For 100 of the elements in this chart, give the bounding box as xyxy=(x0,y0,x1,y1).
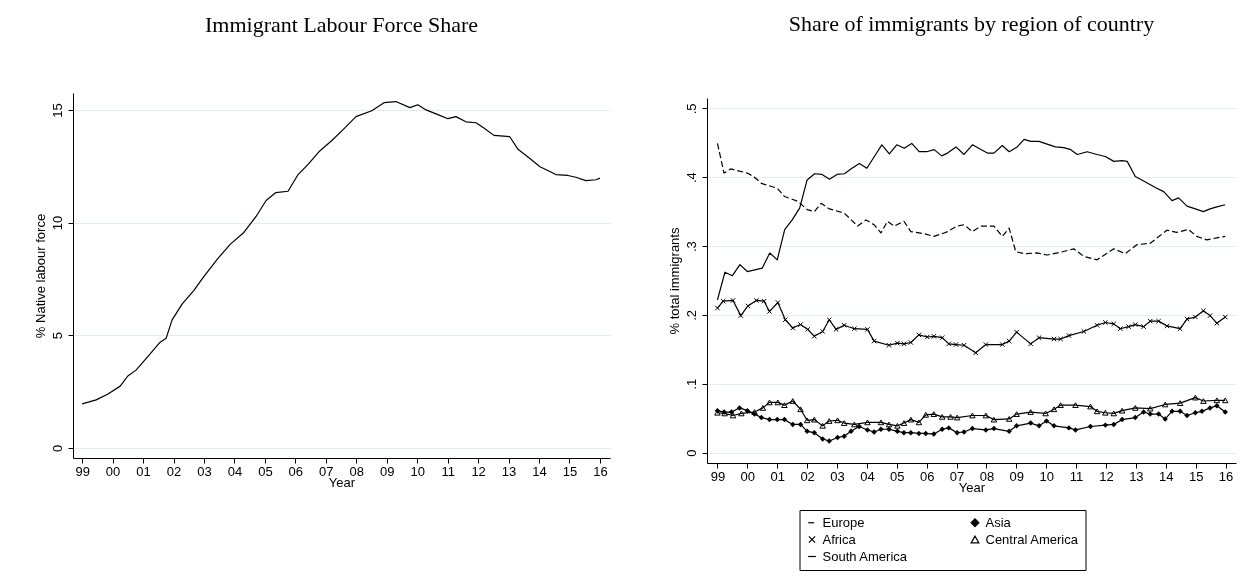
point xyxy=(1102,319,1109,326)
point xyxy=(819,422,826,429)
y-tick-label: 5 xyxy=(49,332,65,340)
point xyxy=(969,412,976,419)
point xyxy=(766,399,773,406)
y-tick-label: 0 xyxy=(683,449,699,457)
x-tick-label: 09 xyxy=(380,463,395,479)
y-axis-title: % Native labour force xyxy=(32,213,48,339)
point xyxy=(851,326,858,332)
point xyxy=(1132,405,1139,411)
line-series xyxy=(716,138,1226,301)
point xyxy=(1192,314,1199,320)
point xyxy=(761,298,767,304)
x-tick-label: 07 xyxy=(949,468,965,484)
line-series xyxy=(81,100,601,405)
x-tick-label: 08 xyxy=(349,463,365,479)
point xyxy=(1027,341,1034,347)
point xyxy=(1213,397,1221,404)
chart-title: Share of immigrants by region of country xyxy=(788,11,1155,36)
point xyxy=(1222,397,1229,404)
point xyxy=(840,420,848,426)
point xyxy=(1146,405,1154,412)
point xyxy=(900,420,908,426)
x-tick-label: 14 xyxy=(1159,468,1174,484)
y-tick-label: .4 xyxy=(683,172,699,184)
point xyxy=(1207,312,1213,319)
point xyxy=(894,422,901,429)
point xyxy=(774,399,782,406)
x-tick-label: 02 xyxy=(800,468,815,484)
point xyxy=(930,411,938,417)
x-tick-label: 10 xyxy=(1039,468,1054,484)
point xyxy=(730,297,736,304)
x-tick-label: 03 xyxy=(830,468,845,484)
y-tick-label: 10 xyxy=(49,215,65,231)
point xyxy=(1006,338,1012,344)
point xyxy=(1094,322,1100,328)
point xyxy=(871,338,877,344)
x-tick-label: 02 xyxy=(166,463,182,479)
point xyxy=(1005,416,1013,422)
x-tick-label: 11 xyxy=(441,463,455,479)
point xyxy=(1222,314,1228,320)
point xyxy=(759,405,767,411)
point xyxy=(922,411,930,418)
point xyxy=(1093,408,1101,415)
point xyxy=(1111,321,1117,327)
point xyxy=(1155,318,1162,324)
y-tick-label: .1 xyxy=(683,378,699,390)
x-tick-label: 06 xyxy=(288,463,304,479)
legend-label: Central America xyxy=(985,531,1079,547)
point xyxy=(811,416,818,423)
x-tick-label: 04 xyxy=(860,468,875,484)
x-tick-label: 03 xyxy=(197,463,212,479)
point xyxy=(972,350,979,356)
point xyxy=(851,421,858,428)
point xyxy=(1117,326,1124,332)
point xyxy=(738,312,744,319)
x-tick-label: 16 xyxy=(593,463,608,479)
point xyxy=(797,321,804,328)
point xyxy=(938,413,946,420)
x-tick-label: 13 xyxy=(501,463,517,479)
point xyxy=(1087,403,1094,410)
x-tick-label: 00 xyxy=(105,463,121,479)
point xyxy=(990,416,998,423)
x-tick-label: 06 xyxy=(919,468,935,484)
y-tick-label: .3 xyxy=(683,241,699,252)
point xyxy=(790,325,796,331)
point xyxy=(1081,328,1087,335)
x-tick-label: 07 xyxy=(319,463,334,479)
point xyxy=(1214,320,1220,326)
x-tick-label: 11 xyxy=(1069,468,1084,484)
point xyxy=(714,305,721,311)
point xyxy=(781,402,788,409)
x-tick-label: 14 xyxy=(532,463,547,479)
point xyxy=(1102,409,1109,416)
point xyxy=(1147,318,1153,324)
x-tick-label: 99 xyxy=(710,468,726,484)
x-tick-label: 05 xyxy=(890,468,905,484)
point xyxy=(826,418,833,424)
point xyxy=(1110,410,1117,417)
x-tick-label: 08 xyxy=(979,468,995,484)
x-tick-label: 16 xyxy=(1218,468,1234,484)
point xyxy=(1177,326,1183,332)
point xyxy=(826,317,832,323)
point xyxy=(738,410,745,417)
point xyxy=(947,413,954,420)
point xyxy=(789,398,797,404)
x-tick-label: 99 xyxy=(75,463,90,479)
point xyxy=(1176,400,1184,406)
x-tick-label: 15 xyxy=(1188,468,1204,484)
point xyxy=(1118,407,1126,414)
x-tick-label: 01 xyxy=(770,468,785,484)
point xyxy=(753,297,759,304)
point xyxy=(1042,410,1049,417)
point xyxy=(953,414,961,421)
x-tick-label: 12 xyxy=(471,463,486,479)
point xyxy=(841,322,847,328)
legend-label: Europe xyxy=(822,514,865,530)
point xyxy=(877,419,885,426)
point xyxy=(1066,332,1072,339)
point xyxy=(745,303,751,309)
